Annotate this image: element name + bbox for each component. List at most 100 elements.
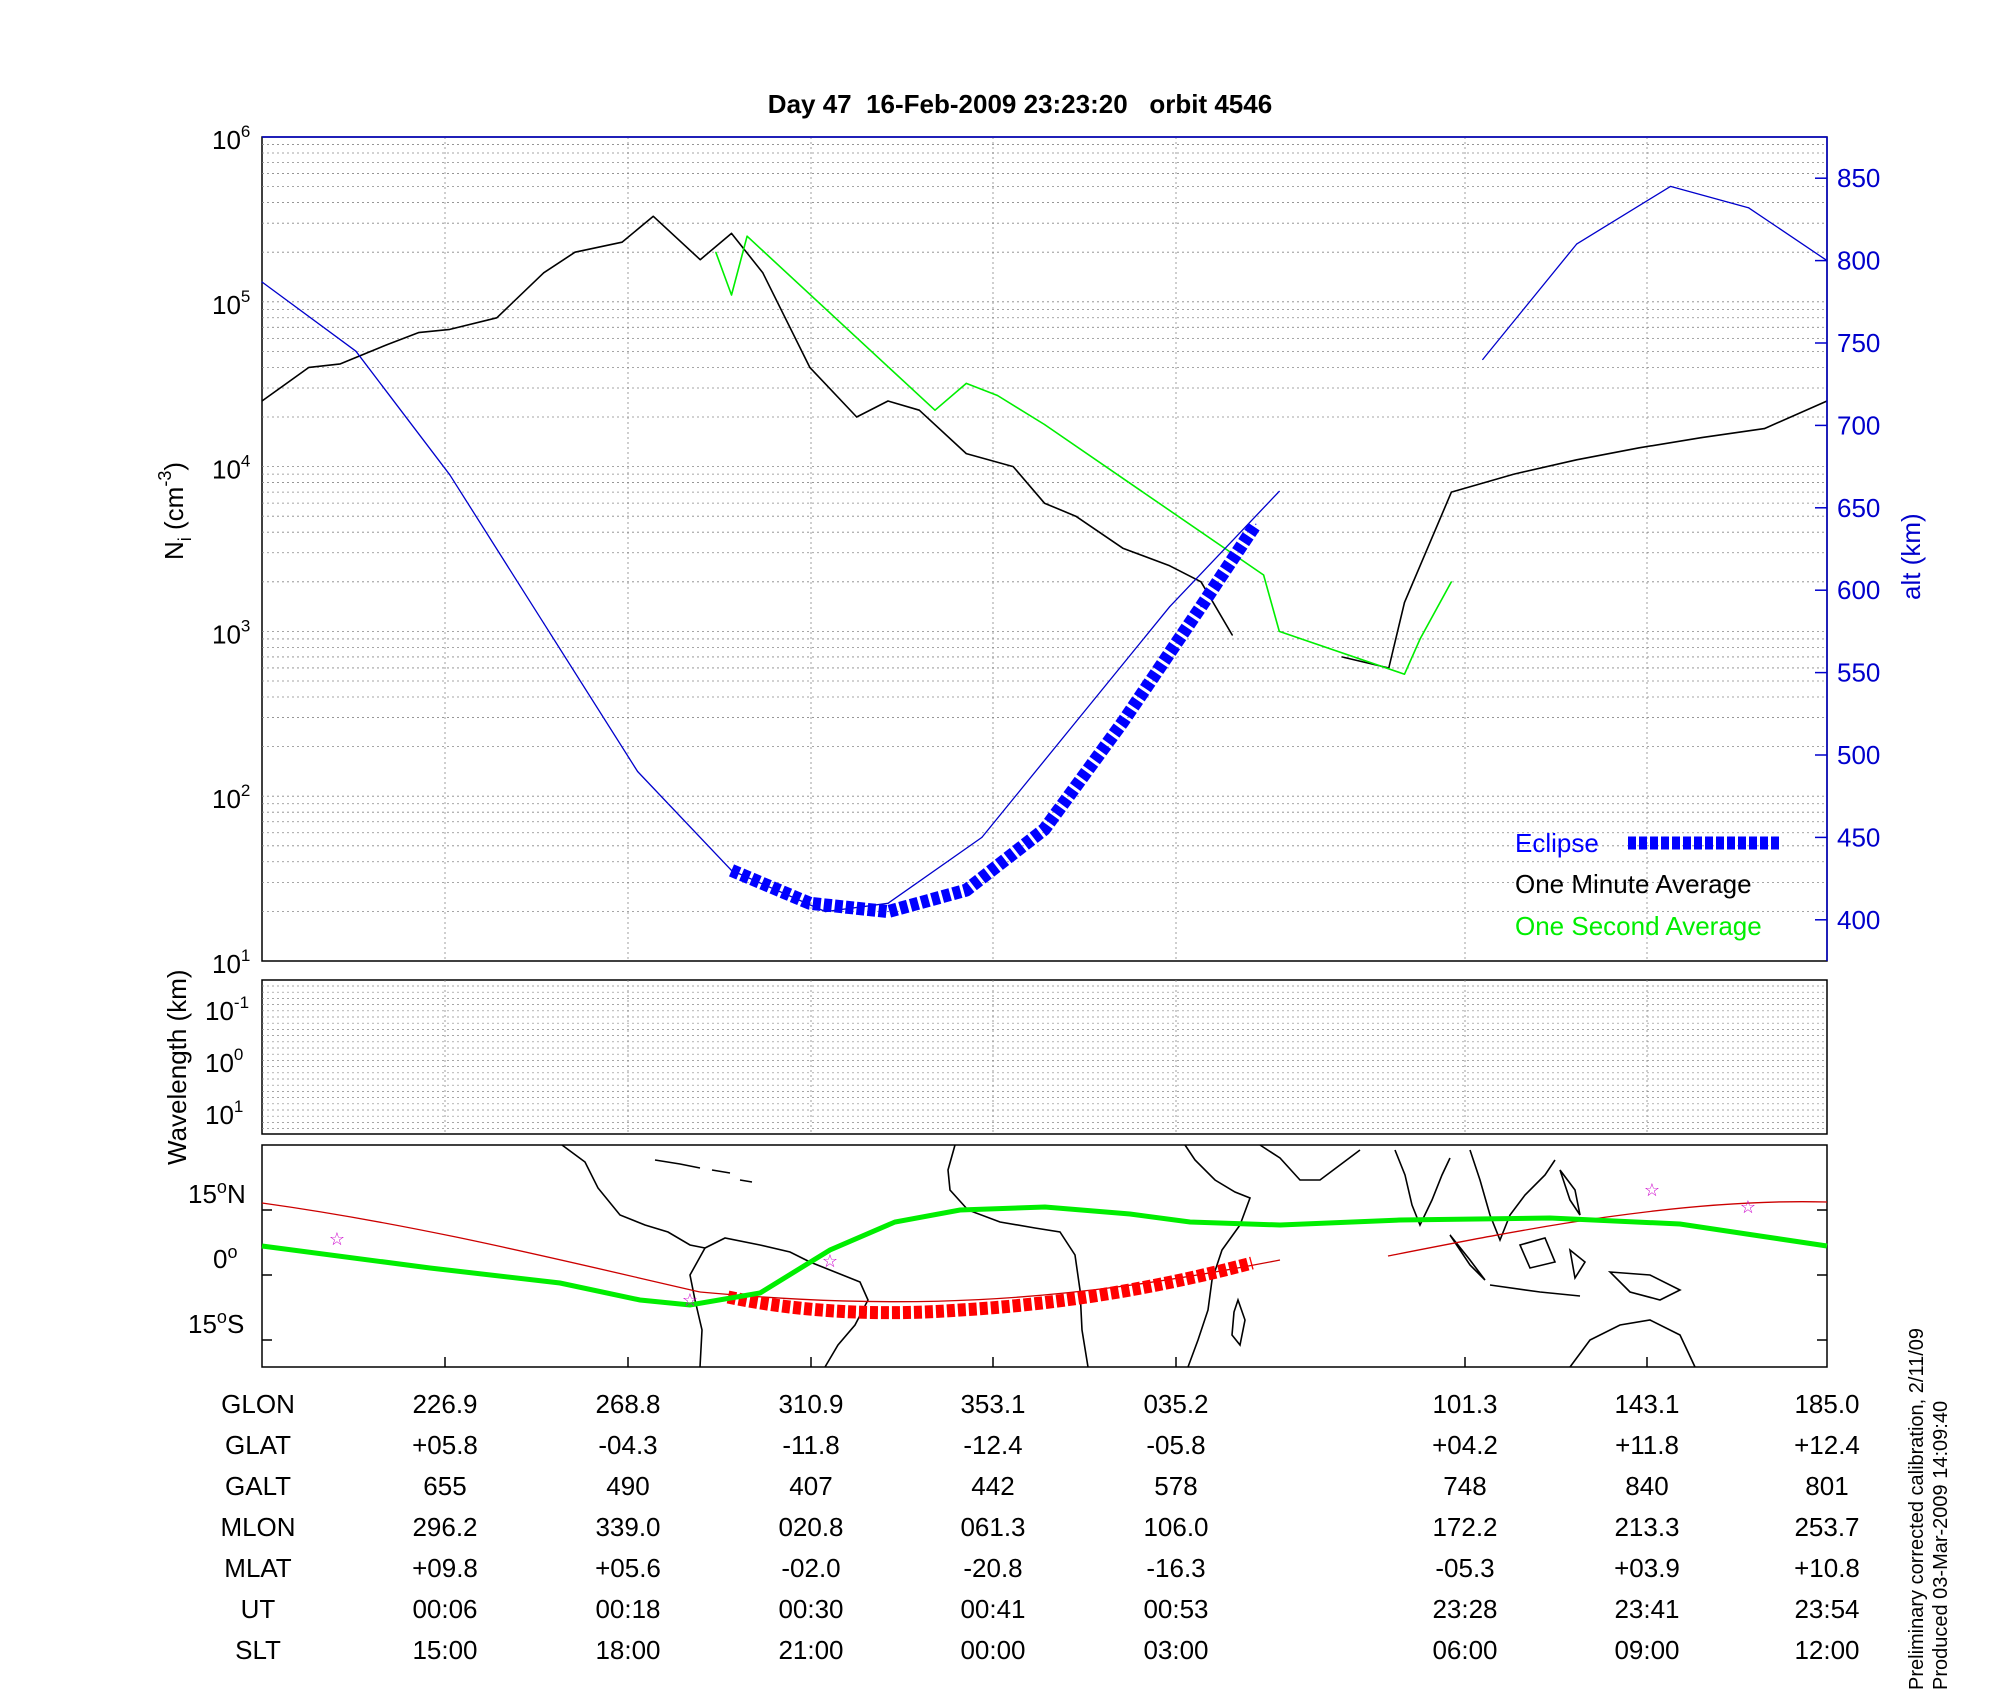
ephemeris-cell: 268.8	[595, 1389, 660, 1419]
series-second-average-point	[1419, 638, 1421, 640]
series-altitude-point	[1748, 207, 1750, 209]
series-minute-average-point	[621, 241, 623, 243]
left-axis-ticks: 106 105 104 103 102 101	[212, 122, 250, 979]
series-altitude-point	[1669, 185, 1672, 188]
left-axis-label: Ni (cm-3)	[155, 462, 195, 560]
arabia-coast	[1259, 1144, 1361, 1181]
left-tick-label: 106	[212, 122, 250, 155]
series-altitude-point	[637, 770, 639, 773]
latitude-labels: 15oN 0o 15oS	[188, 1177, 246, 1339]
series-minute-average-point	[1763, 428, 1765, 430]
series-second-average-point	[934, 409, 936, 411]
calibration-line: Preliminary corrected calibration, 2/11/…	[1906, 1327, 1928, 1690]
wavelength-axis-label: Wavelength (km)	[162, 969, 192, 1165]
ephemeris-cell: +12.4	[1794, 1430, 1860, 1460]
ephemeris-cell: 442	[971, 1471, 1014, 1501]
star-icon: ☆	[329, 1229, 345, 1249]
series-altitude-point	[543, 622, 545, 624]
ephemeris-cell: 296.2	[412, 1512, 477, 1542]
legend-eclipse-label: Eclipse	[1515, 828, 1599, 858]
series-altitude-point	[887, 902, 889, 904]
right-tick-label: 750	[1837, 328, 1880, 358]
series-minute-average-point	[1403, 601, 1406, 603]
wavelength-panel: 10-1 100 101 Wavelength (km)	[162, 969, 1828, 1165]
left-tick-label: 103	[212, 616, 250, 649]
star-icon: ☆	[1740, 1197, 1756, 1217]
ephemeris-cell: 23:54	[1794, 1594, 1859, 1624]
ephemeris-cell: 310.9	[778, 1389, 843, 1419]
ephemeris-cell: 21:00	[778, 1635, 843, 1665]
ephemeris-cell: -02.0	[781, 1553, 840, 1583]
ephemeris-cell: 407	[789, 1471, 832, 1501]
right-tick-label: 500	[1837, 740, 1880, 770]
ephemeris-cell: 03:00	[1143, 1635, 1208, 1665]
ephemeris-cell: 172.2	[1432, 1512, 1497, 1542]
series-minute-average-point	[1231, 634, 1233, 636]
india-coast	[1394, 1149, 1451, 1227]
series-second-average-point	[730, 294, 733, 296]
ephemeris-cell: 23:28	[1432, 1594, 1497, 1624]
left-tick-label: 105	[212, 287, 250, 320]
lat-label-15n: 15oN	[188, 1177, 246, 1209]
star-icon: ☆	[1644, 1180, 1660, 1200]
ephemeris-cell: +04.2	[1432, 1430, 1498, 1460]
ephemeris-cell: 353.1	[960, 1389, 1025, 1419]
right-tick-label: 650	[1837, 493, 1880, 523]
south-america-coast	[689, 1237, 869, 1368]
series-altitude-point	[1169, 606, 1171, 608]
madagascar	[1231, 1297, 1246, 1347]
series-minute-average-point	[1701, 436, 1703, 439]
series-minute-average-point	[887, 400, 889, 402]
ephemeris-cell: 578	[1154, 1471, 1197, 1501]
ephemeris-cell: 143.1	[1614, 1389, 1679, 1419]
legend: Eclipse One Minute Average One Second Av…	[1515, 828, 1782, 941]
ephemeris-row-labels: GLON GLAT GALT MLON MLAT UT SLT	[220, 1389, 295, 1665]
australia-coast	[1569, 1319, 1696, 1368]
legend-minute-label: One Minute Average	[1515, 869, 1752, 899]
southeast-asia-coast	[1469, 1149, 1556, 1243]
ephemeris-cell: 00:53	[1143, 1594, 1208, 1624]
ephemeris-row-label: SLT	[235, 1635, 281, 1665]
series-minute-average-point	[1341, 656, 1343, 658]
right-tick-label: 400	[1837, 905, 1880, 935]
ephemeris-cell: -12.4	[963, 1430, 1022, 1460]
central-america-coast	[561, 1144, 706, 1249]
right-tick-label: 550	[1837, 658, 1880, 688]
series-second-average-point	[1450, 581, 1452, 583]
series-altitude-point	[981, 836, 983, 839]
series-second-average-point	[1043, 423, 1046, 426]
orbit-ground-track	[261, 1201, 1828, 1293]
series-minute-average-point	[417, 332, 420, 334]
ephemeris-cell: -05.8	[1146, 1430, 1205, 1460]
series-second-average-point	[1278, 630, 1280, 633]
ephemeris-cell: 23:41	[1614, 1594, 1679, 1624]
left-tick-label: 102	[212, 781, 250, 814]
calibration-note: Preliminary corrected calibration, 2/11/…	[1905, 1328, 1953, 1690]
ephemeris-cell: 226.9	[412, 1389, 477, 1419]
series-minute-average-point	[543, 272, 545, 274]
ephemeris-cell: +09.8	[412, 1553, 478, 1583]
wavelength-tick-label: 10-1	[205, 993, 249, 1026]
series-eclipse-point	[1043, 828, 1046, 830]
map-eclipse-track	[726, 1256, 1254, 1320]
series-minute-average-point	[574, 251, 576, 253]
series-eclipse-point	[965, 889, 967, 891]
left-tick-label: 104	[212, 452, 250, 485]
series-eclipse-point	[1255, 523, 1257, 525]
ephemeris-cell: 15:00	[412, 1635, 477, 1665]
ephemeris-cell: 00:18	[595, 1594, 660, 1624]
caribbean-islands	[654, 1159, 753, 1183]
ephemeris-cell: 00:06	[412, 1594, 477, 1624]
wavelength-grid	[262, 980, 1827, 1134]
ephemeris-row-label: GALT	[225, 1471, 291, 1501]
series-minute-average-point	[496, 317, 498, 319]
map-track: ☆ ☆ ☆ ☆ ☆	[261, 1180, 1828, 1320]
series-eclipse-point	[809, 902, 811, 904]
series-eclipse-point	[1122, 721, 1124, 723]
ephemeris-cell: +05.6	[595, 1553, 661, 1583]
ephemeris-cell: 06:00	[1432, 1635, 1497, 1665]
series-minute-average-point	[1043, 502, 1046, 504]
ephemeris-cell: +03.9	[1614, 1553, 1680, 1583]
map-frame	[261, 1144, 1828, 1368]
